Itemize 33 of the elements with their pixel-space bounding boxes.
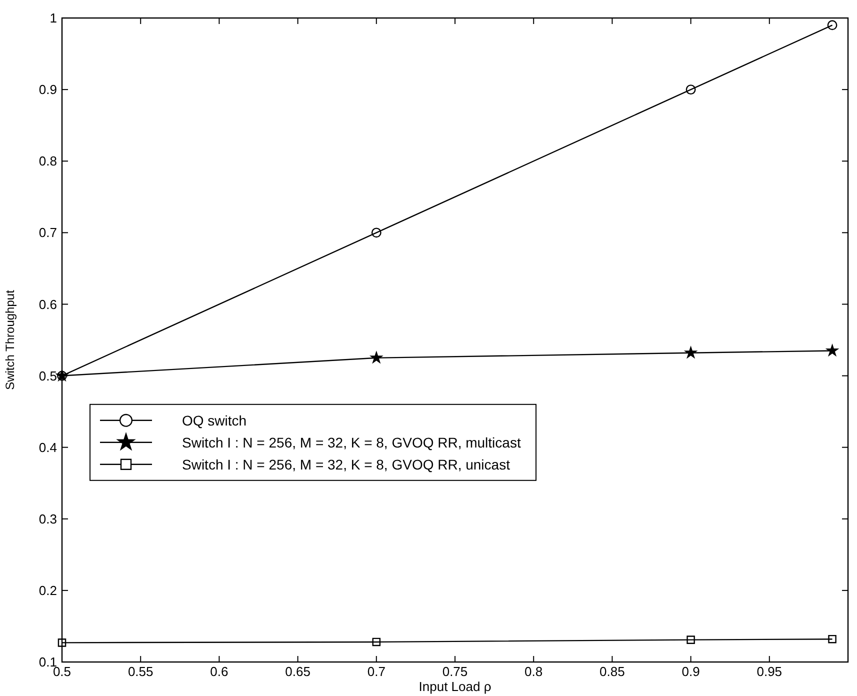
- point: [370, 352, 382, 364]
- legend-label: Switch I : N = 256, M = 32, K = 8, GVOQ RR, unicast: [182, 456, 510, 472]
- point: [686, 84, 696, 95]
- x-tick-label: 0.75: [442, 664, 468, 679]
- point: [827, 20, 838, 30]
- y-tick-label: 0.5: [38, 368, 57, 384]
- y-axis-title: Switch Throughput: [3, 289, 17, 390]
- y-tick-label: 0.8: [38, 154, 57, 169]
- y-tick-label: 0.3: [38, 511, 57, 526]
- point: [372, 638, 381, 646]
- legend-label: Switch I : N = 256, M = 32, K = 8, GVOQ RR, multicast: [182, 434, 521, 450]
- x-tick-label: 0.55: [128, 664, 154, 679]
- x-tick-label: 0.8: [524, 664, 543, 679]
- point: [58, 638, 66, 647]
- y-tick-label: 0.4: [38, 440, 57, 455]
- point: [686, 636, 695, 644]
- x-tick-label: 0.65: [285, 664, 310, 679]
- y-tick-label: 0.2: [38, 582, 57, 598]
- y-tick-label: 0.6: [38, 296, 57, 312]
- x-axis-title: Input Load ρ: [418, 679, 492, 694]
- x-tick-label: 0.6: [210, 664, 228, 679]
- point: [684, 346, 697, 358]
- y-tick-label: 0.7: [38, 225, 57, 240]
- y-tick-label: 0.9: [38, 82, 57, 98]
- x-tick-label: 0.9: [682, 664, 700, 679]
- legend-label: OQ switch: [182, 412, 247, 428]
- x-tick-label: 0.85: [600, 664, 625, 679]
- x-tick-label: 0.95: [756, 664, 782, 679]
- point: [828, 634, 836, 644]
- y-tick-label: 1: [50, 10, 57, 26]
- point: [826, 344, 838, 356]
- point: [371, 228, 382, 238]
- x-tick-label: 0.7: [367, 664, 386, 679]
